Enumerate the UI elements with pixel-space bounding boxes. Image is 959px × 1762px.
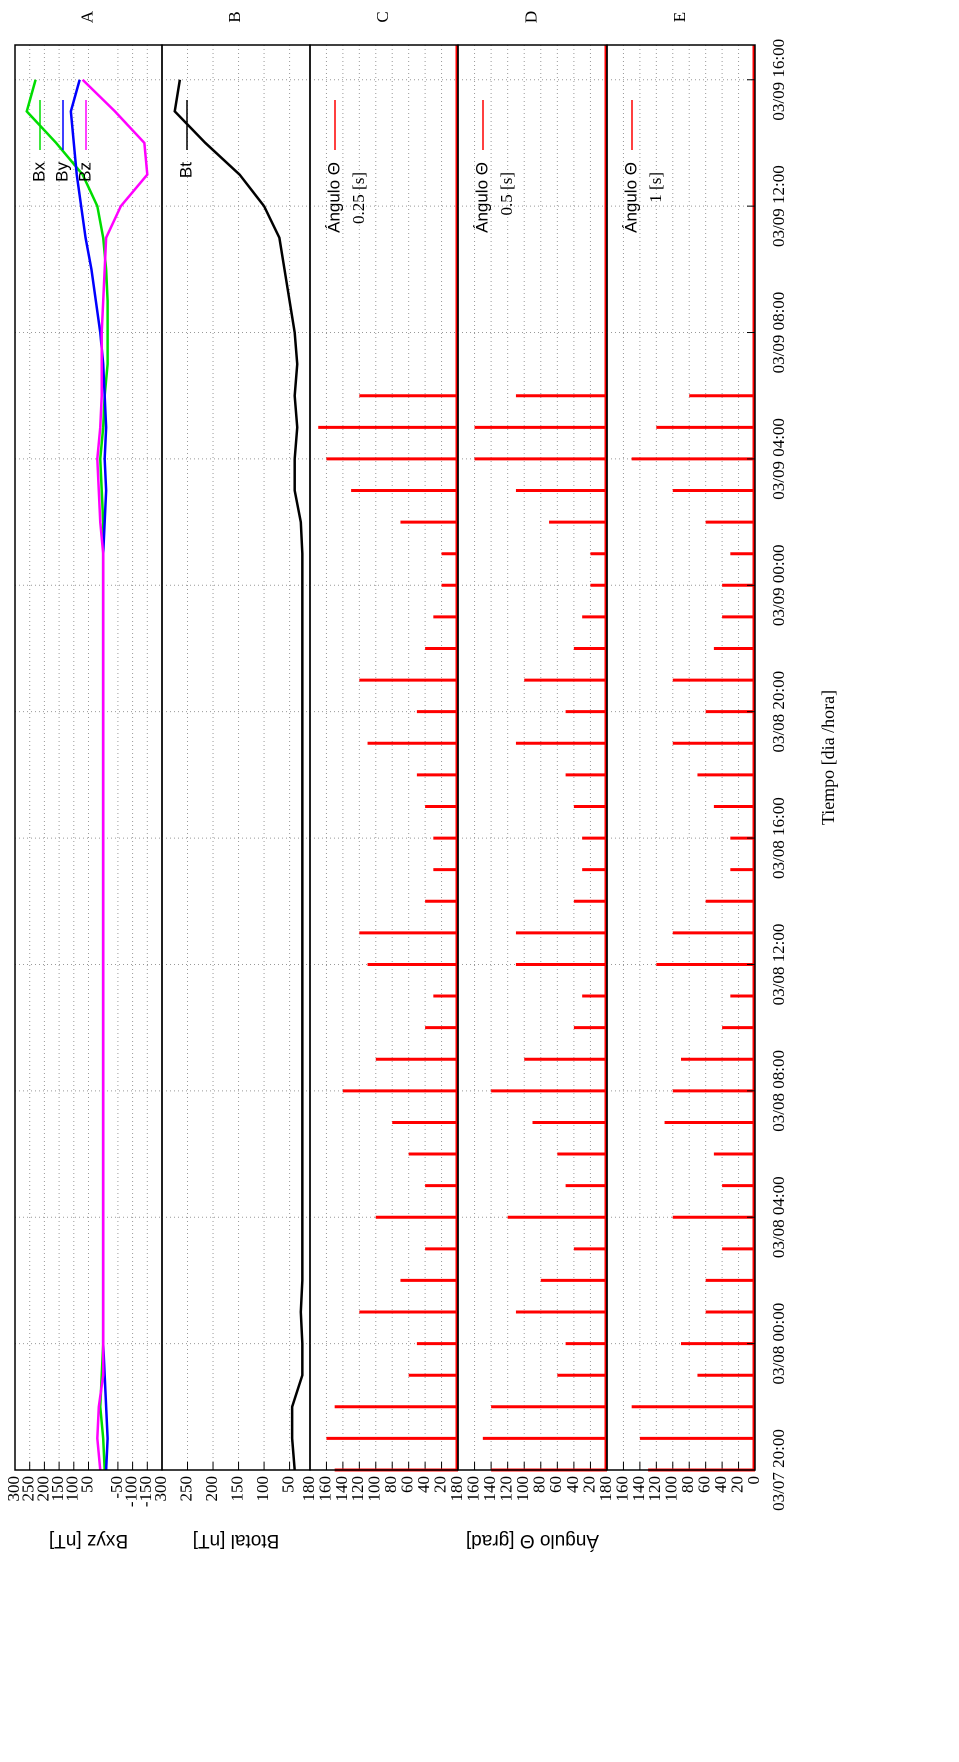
legend-label: By (52, 162, 71, 182)
y-tick-label: 50 (278, 1476, 297, 1493)
y-tick-label: -150 (136, 1476, 155, 1507)
y-tick-label: 80 (381, 1476, 400, 1493)
y-tick-label: 60 (398, 1476, 417, 1493)
y-tick-label: 40 (711, 1476, 730, 1493)
y-tick-label: 180 (299, 1476, 318, 1502)
panel-frame (161, 44, 311, 1471)
y-tick-label: 100 (513, 1476, 532, 1502)
x-tick-label: 03/08 04:00 (769, 1176, 788, 1258)
y-tick-label: 60 (695, 1476, 714, 1493)
y-tick-label: 100 (63, 1476, 82, 1502)
legend-note: 1 [s] (646, 172, 665, 203)
x-tick-label: 03/09 08:00 (769, 292, 788, 374)
x-tick-label: 03/08 08:00 (769, 1050, 788, 1132)
y-axis-label: Ángulo Θ [grad] (466, 1530, 599, 1551)
y-tick-label: 180 (447, 1476, 466, 1502)
y-tick-label: 120 (645, 1476, 664, 1502)
series-line (81, 78, 149, 1471)
series-line (173, 79, 304, 1471)
y-tick-label: 120 (348, 1476, 367, 1502)
x-tick-label: 03/09 16:00 (769, 39, 788, 121)
x-tick-label: 03/08 00:00 (769, 1303, 788, 1385)
y-tick-label: 50 (77, 1476, 96, 1493)
x-tick-label: 03/08 12:00 (769, 924, 788, 1006)
x-tick-label: 03/09 04:00 (769, 418, 788, 500)
y-tick-label: 100 (365, 1476, 384, 1502)
y-tick-label: 160 (463, 1476, 482, 1502)
x-tick-label: 03/08 16:00 (769, 797, 788, 879)
y-tick-label: -50 (107, 1476, 126, 1499)
y-tick-label: 150 (48, 1476, 67, 1502)
y-tick-label: 300 (151, 1476, 170, 1502)
x-tick-label: 03/07 20:00 (769, 1429, 788, 1511)
y-tick-label: 180 (596, 1476, 615, 1502)
y-tick-label: 300 (4, 1476, 23, 1502)
y-tick-label: 200 (33, 1476, 52, 1502)
legend-label: Bt (176, 162, 195, 178)
y-tick-label: 250 (176, 1476, 195, 1502)
y-tick-label: 80 (530, 1476, 549, 1493)
panel-label: A (77, 10, 96, 23)
x-tick-label: 03/09 12:00 (769, 165, 788, 247)
y-tick-label: 40 (414, 1476, 433, 1493)
panel-label: D (521, 11, 540, 23)
y-tick-label: 160 (612, 1476, 631, 1502)
y-tick-label: 200 (202, 1476, 221, 1502)
y-axis-label: Bxyz [nT] (49, 1530, 128, 1551)
panel-label: E (670, 12, 689, 22)
y-tick-label: 140 (332, 1476, 351, 1502)
y-tick-label: 120 (497, 1476, 516, 1502)
y-tick-label: 20 (430, 1476, 449, 1493)
y-tick-label: 100 (662, 1476, 681, 1502)
x-tick-label: 03/08 20:00 (769, 671, 788, 753)
y-tick-label: 40 (563, 1476, 582, 1493)
y-tick-label: 250 (19, 1476, 38, 1502)
y-tick-label: 100 (253, 1476, 272, 1502)
y-axis-label: Btotal [nT] (193, 1530, 280, 1551)
legend-note: 0.5 [s] (497, 172, 516, 215)
panel-label: B (225, 11, 244, 22)
panel-label: C (373, 11, 392, 22)
legend-label: Ángulo Θ (472, 162, 491, 233)
legend-label: Bz (75, 162, 94, 182)
y-tick-label: 80 (678, 1476, 697, 1493)
x-tick-label: 03/09 00:00 (769, 544, 788, 626)
y-tick-label: 20 (579, 1476, 598, 1493)
y-tick-label: -100 (122, 1476, 141, 1507)
x-axis-label: Tiempo [dia /hora] (818, 690, 838, 825)
legend-note: 0.25 [s] (349, 172, 368, 224)
legend-label: Ángulo Θ (621, 162, 640, 233)
y-tick-label: 60 (546, 1476, 565, 1493)
y-tick-label: 150 (227, 1476, 246, 1502)
panel-frame (309, 44, 459, 1471)
y-tick-label: 140 (480, 1476, 499, 1502)
panel-frame (457, 44, 608, 1471)
series-line (25, 79, 109, 1471)
legend-label: Ángulo Θ (324, 162, 343, 233)
y-tick-label: 20 (727, 1476, 746, 1493)
y-tick-label: 160 (315, 1476, 334, 1502)
legend-label: Bx (29, 162, 48, 182)
y-tick-label: 0 (744, 1476, 763, 1485)
panel-frame (606, 44, 756, 1471)
y-tick-label: 140 (629, 1476, 648, 1502)
